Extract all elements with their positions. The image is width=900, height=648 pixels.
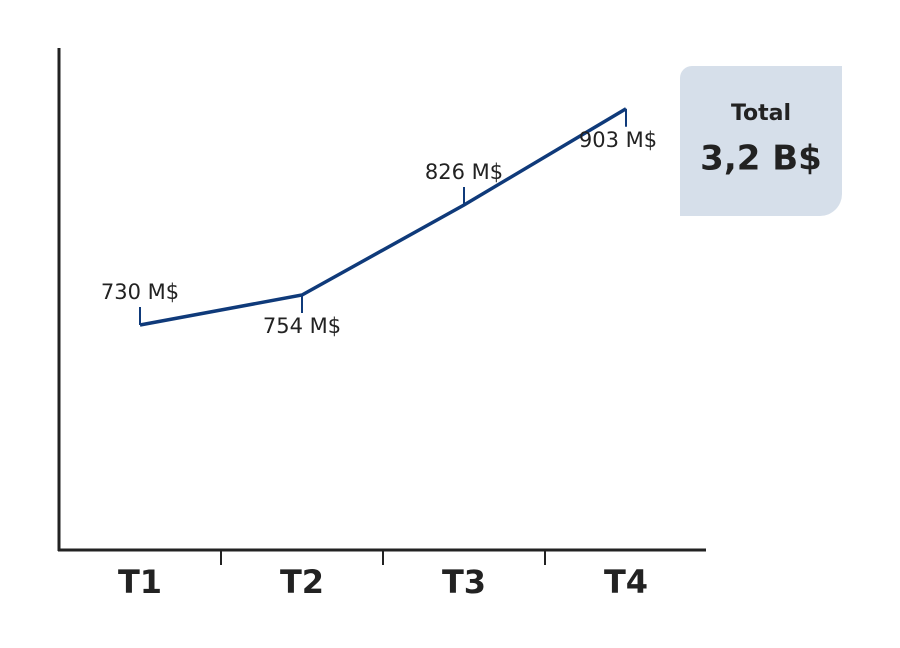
x-tick-label: T2 <box>280 563 324 601</box>
value-label: 730 M$ <box>101 280 179 304</box>
total-title: Total <box>731 101 791 126</box>
x-tick-label: T4 <box>604 563 648 601</box>
total-value: 3,2 B$ <box>700 139 822 179</box>
value-label: 826 M$ <box>425 160 503 184</box>
line <box>139 107 627 327</box>
value-label: 754 M$ <box>263 314 341 338</box>
total-box <box>680 66 842 216</box>
x-tick-label: T1 <box>118 563 162 601</box>
value-label: 903 M$ <box>579 128 657 152</box>
x-tick-label: T3 <box>442 563 486 601</box>
